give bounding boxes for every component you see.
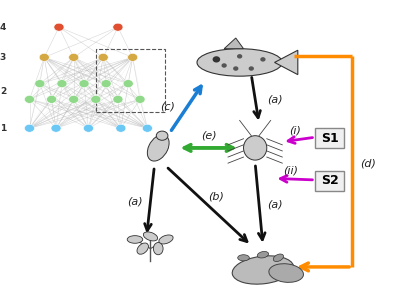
Circle shape [51,124,61,132]
Circle shape [54,23,64,31]
Circle shape [213,57,220,62]
Circle shape [234,67,238,70]
Circle shape [57,80,67,87]
Ellipse shape [137,243,148,254]
Circle shape [69,95,79,103]
Circle shape [24,124,34,132]
Ellipse shape [257,251,268,258]
FancyBboxPatch shape [315,128,344,148]
Text: (ii): (ii) [284,165,298,175]
Circle shape [79,80,89,87]
Text: (a): (a) [127,196,143,206]
Text: (e): (e) [201,131,216,141]
Circle shape [249,67,253,70]
Bar [96,50,165,112]
Circle shape [24,95,34,103]
Circle shape [39,53,49,61]
Ellipse shape [273,254,284,261]
Circle shape [46,95,57,103]
Polygon shape [224,38,244,49]
Circle shape [156,131,168,140]
Text: 2: 2 [0,87,6,96]
Ellipse shape [244,136,267,160]
Circle shape [238,55,242,58]
Ellipse shape [127,236,143,243]
Text: 4: 4 [0,23,6,32]
Text: S1: S1 [321,132,338,145]
Ellipse shape [197,49,282,76]
Circle shape [101,80,111,87]
Circle shape [69,53,79,61]
Ellipse shape [232,256,294,284]
Ellipse shape [153,242,163,255]
FancyBboxPatch shape [315,171,344,191]
Circle shape [135,95,145,103]
Circle shape [142,124,152,132]
Text: 1: 1 [0,124,6,133]
Text: (a): (a) [267,199,282,209]
Circle shape [128,53,138,61]
Text: (c): (c) [160,102,175,112]
Circle shape [116,124,126,132]
Circle shape [35,80,45,87]
Ellipse shape [159,235,173,244]
Circle shape [98,53,108,61]
Text: 3: 3 [0,53,6,62]
Text: (d): (d) [360,158,376,168]
Circle shape [222,64,226,67]
Circle shape [113,23,123,31]
Circle shape [84,124,94,132]
Circle shape [91,95,101,103]
Ellipse shape [269,264,304,282]
Ellipse shape [238,255,249,261]
Circle shape [261,58,265,61]
Text: S2: S2 [321,174,338,187]
Polygon shape [274,50,298,75]
Text: (i): (i) [289,125,301,135]
Circle shape [113,95,123,103]
Text: (b): (b) [208,192,224,202]
Text: (a): (a) [267,94,282,104]
Ellipse shape [147,135,169,161]
Ellipse shape [143,232,158,241]
Circle shape [123,80,133,87]
